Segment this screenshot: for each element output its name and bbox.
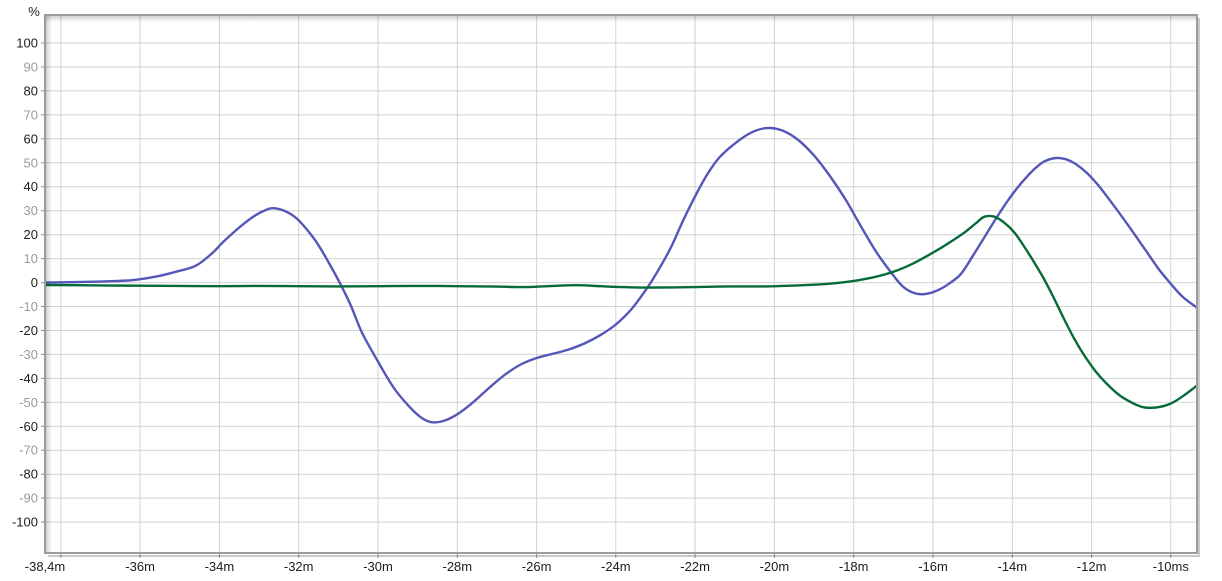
y-tick-label: -70	[19, 443, 38, 458]
series-green-trace	[45, 214, 1197, 410]
x-axis-labels: -38,4m -36m -34m -32m -30m -28m -26m -24m -22m -2…	[25, 559, 1190, 574]
x-tick-label: -20m	[760, 559, 790, 574]
y-tick-label: 100	[16, 36, 38, 51]
x-tick-label: -26m	[522, 559, 552, 574]
y-tick-label: 80	[24, 83, 38, 98]
x-tick-label: -24m	[601, 559, 631, 574]
x-tick-label: -12m	[1077, 559, 1107, 574]
grid	[45, 15, 1197, 553]
y-axis-unit-label: %	[28, 4, 40, 19]
y-tick-label: 30	[24, 203, 38, 218]
x-tick-label: -16m	[918, 559, 948, 574]
axis-ticks	[41, 42, 1172, 558]
y-tick-label: -90	[19, 491, 38, 506]
frame-inner-shadow-left	[46, 16, 52, 552]
y-tick-label: 70	[24, 107, 38, 122]
y-tick-label: -60	[19, 419, 38, 434]
y-tick-label: 40	[24, 179, 38, 194]
x-tick-label: -32m	[284, 559, 314, 574]
x-tick-label: -34m	[205, 559, 235, 574]
y-tick-label: 20	[24, 227, 38, 242]
y-tick-label: -80	[19, 467, 38, 482]
x-tick-label: -36m	[125, 559, 155, 574]
y-tick-label: -50	[19, 395, 38, 410]
y-tick-label: 90	[24, 60, 38, 75]
series-blue-trace	[45, 126, 1197, 424]
y-tick-label: -40	[19, 371, 38, 386]
y-tick-label: -100	[12, 515, 38, 530]
plot-frame	[44, 14, 1198, 554]
frame-outer-shadow	[48, 18, 1200, 557]
y-axis-labels: 1009080706050403020100-10-20-30-40-50-60…	[12, 36, 38, 530]
y-tick-label: -20	[19, 323, 38, 338]
y-tick-label: 50	[24, 155, 38, 170]
x-tick-label: -28m	[442, 559, 472, 574]
y-tick-label: -30	[19, 347, 38, 362]
x-tick-label: -22m	[680, 559, 710, 574]
x-tick-label: -14m	[997, 559, 1027, 574]
y-tick-label: -10	[19, 299, 38, 314]
x-tick-label: -38,4m	[25, 559, 65, 574]
frame-inner-shadow-top	[46, 16, 1196, 22]
y-tick-label: 0	[31, 275, 38, 290]
x-tick-label: -30m	[363, 559, 393, 574]
x-tick-label: -10ms	[1153, 559, 1190, 574]
x-tick-label: -18m	[839, 559, 869, 574]
y-tick-label: 10	[24, 251, 38, 266]
plot-area	[45, 15, 1197, 553]
y-tick-label: 60	[24, 131, 38, 146]
series-curves	[45, 126, 1197, 424]
